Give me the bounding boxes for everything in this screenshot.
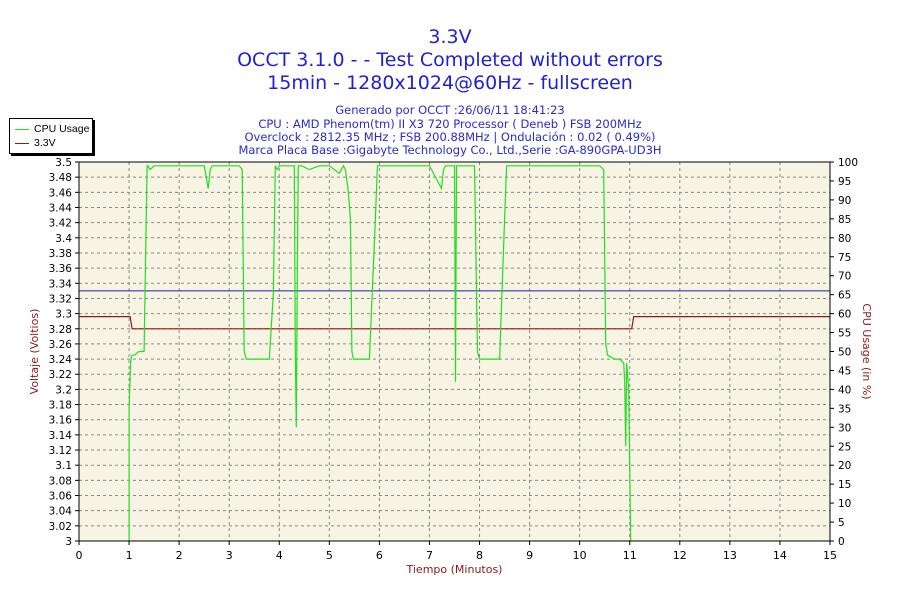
- y-left-tick-label: 3.18: [49, 400, 72, 412]
- y-right-tick-label: 0: [838, 536, 845, 548]
- y-right-tick-label: 50: [838, 347, 851, 359]
- chart-subtitle-test: OCCT 3.1.0 - - Test Completed without er…: [237, 49, 663, 71]
- y-left-tick-label: 3.16: [49, 415, 73, 427]
- x-tick-label: 5: [326, 549, 333, 562]
- y-axis-left-ticks: 3 3.02 3.04 3.06 3.08 3.1 3.12 3.14 3.16 3.18 3.2 3…: [49, 157, 79, 548]
- y-left-tick-label: 3.06: [49, 491, 73, 503]
- y-axis-right-ticks: 0 5 10 15 20 25 30 35 40 45 50 55 60 65 70 75 80 85 90 95 10…: [830, 157, 858, 548]
- x-tick-label: 6: [376, 549, 383, 562]
- series-line-3-3v: [79, 316, 830, 330]
- info-overclock: Overclock : 2812.35 MHz ; FSB 200.88MHz …: [244, 130, 656, 144]
- y-left-tick-label: 3.08: [49, 475, 72, 487]
- x-tick-label: 3: [226, 549, 233, 562]
- y-left-tick-label: 3.24: [49, 354, 73, 366]
- y-right-tick-label: 40: [838, 384, 851, 396]
- y-right-tick-label: 70: [838, 271, 851, 283]
- y-left-tick-label: 3.28: [49, 324, 72, 336]
- y-right-tick-label: 10: [838, 498, 851, 510]
- grid-lines: [79, 162, 830, 541]
- y-axis-right-label: CPU Usage (in %): [860, 303, 873, 399]
- info-cpu: CPU : AMD Phenom(tm) II X3 720 Processor…: [258, 117, 642, 131]
- legend-item-cpu-usage: CPU Usage: [15, 123, 89, 135]
- x-tick-label: 12: [673, 549, 687, 562]
- y-right-tick-label: 65: [838, 290, 851, 302]
- y-right-tick-label: 55: [838, 328, 851, 340]
- x-tick-label: 10: [573, 549, 587, 562]
- chart-legend: CPU Usage 3.3V: [9, 118, 93, 154]
- y-left-tick-label: 3.2: [55, 384, 72, 396]
- y-right-tick-label: 15: [838, 479, 851, 491]
- y-left-tick-label: 3.48: [49, 172, 72, 184]
- x-tick-label: 15: [823, 549, 837, 562]
- y-right-tick-label: 95: [838, 176, 851, 188]
- legend-item-voltage: 3.3V: [15, 137, 56, 149]
- y-right-tick-label: 80: [838, 233, 851, 245]
- y-left-tick-label: 3.12: [49, 445, 72, 457]
- y-right-tick-label: 35: [838, 403, 851, 415]
- y-left-tick-label: 3.32: [49, 293, 72, 305]
- y-left-tick-label: 3.22: [49, 369, 72, 381]
- x-axis-label: Tiempo (Minutos): [406, 563, 503, 576]
- y-left-tick-label: 3.1: [55, 460, 72, 472]
- chart-subtitle-config: 15min - 1280x1024@60Hz - fullscreen: [267, 72, 633, 94]
- plot-frame: [78, 161, 831, 542]
- x-tick-label: 1: [126, 549, 133, 562]
- series-line-cpu-usage: [128, 164, 632, 542]
- y-right-tick-label: 85: [838, 214, 851, 226]
- x-tick-label: 13: [723, 549, 737, 562]
- legend-swatch-voltage: [15, 142, 29, 144]
- x-tick-label: 9: [526, 549, 533, 562]
- y-right-tick-label: 90: [838, 195, 851, 207]
- y-left-tick-label: 3.44: [49, 202, 73, 214]
- y-left-tick-label: 3.4: [55, 233, 72, 245]
- y-left-tick-label: 3.3: [55, 309, 72, 321]
- y-right-tick-label: 20: [838, 460, 851, 472]
- y-left-tick-label: 3.38: [49, 248, 72, 260]
- y-axis-left-label: Voltaje (Voltios): [28, 309, 41, 395]
- y-left-tick-label: 3.5: [55, 157, 72, 169]
- y-left-tick-label: 3: [65, 536, 72, 548]
- y-left-tick-label: 3.04: [49, 506, 73, 518]
- y-right-tick-label: 25: [838, 441, 851, 453]
- x-tick-label: 14: [773, 549, 787, 562]
- y-right-tick-label: 75: [838, 252, 851, 264]
- info-generated: Generado por OCCT :26/06/11 18:41:23: [335, 103, 565, 117]
- y-right-tick-label: 30: [838, 422, 851, 434]
- y-left-tick-label: 3.02: [49, 521, 72, 533]
- chart-title: 3.3V: [428, 26, 472, 48]
- y-left-tick-label: 3.36: [49, 263, 73, 275]
- legend-swatch-cpu-usage: [15, 128, 29, 130]
- x-tick-label: 11: [623, 549, 637, 562]
- y-left-tick-label: 3.46: [49, 187, 73, 199]
- legend-label-cpu-usage: CPU Usage: [34, 123, 90, 135]
- x-tick-label: 0: [76, 549, 83, 562]
- y-right-tick-label: 5: [838, 517, 845, 529]
- x-tick-label: 2: [176, 549, 183, 562]
- y-right-tick-label: 45: [838, 365, 851, 377]
- x-tick-label: 7: [426, 549, 433, 562]
- legend-label-voltage: 3.3V: [34, 137, 56, 149]
- x-tick-label: 8: [476, 549, 483, 562]
- x-axis-ticks: 0 1 2 3 4 5 6 7 8 9 10 11 12 13 14 15: [76, 541, 837, 562]
- y-left-tick-label: 3.34: [49, 278, 73, 290]
- y-left-tick-label: 3.26: [49, 339, 73, 351]
- y-right-tick-label: 60: [838, 309, 851, 321]
- x-tick-label: 4: [276, 549, 283, 562]
- y-left-tick-label: 3.14: [49, 430, 73, 442]
- info-motherboard: Marca Placa Base :Gigabyte Technology Co…: [238, 143, 662, 157]
- y-left-tick-label: 3.42: [49, 218, 72, 230]
- y-right-tick-label: 100: [838, 157, 858, 169]
